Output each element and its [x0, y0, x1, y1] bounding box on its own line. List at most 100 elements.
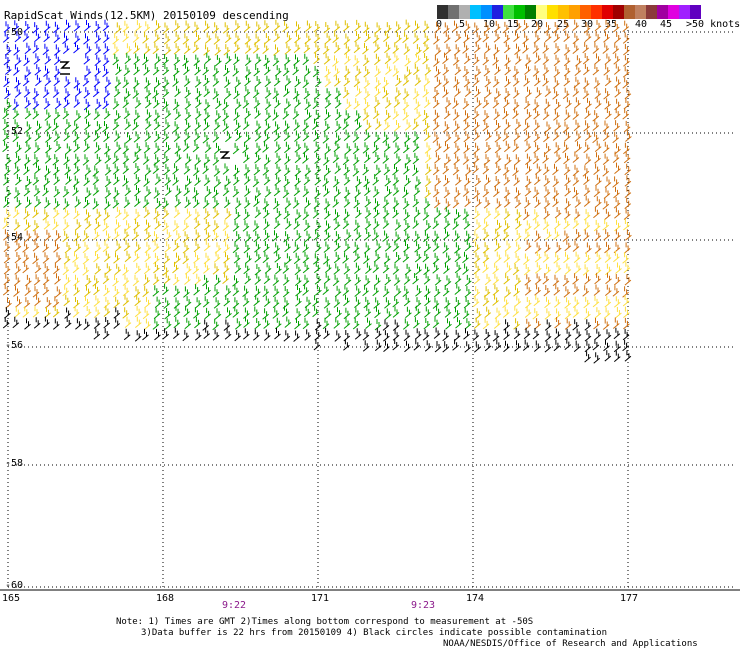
- wind-barb: [122, 294, 130, 306]
- wind-barb: [324, 97, 332, 109]
- wind-barb: [524, 63, 531, 75]
- wind-barb: [244, 185, 251, 197]
- wind-barb: [12, 130, 20, 143]
- wind-barb: [542, 53, 550, 65]
- wind-barb: [405, 306, 412, 319]
- wind-barb: [572, 174, 580, 186]
- wind-barb: [594, 152, 601, 164]
- wind-barb: [354, 229, 362, 241]
- wind-barb: [403, 209, 411, 221]
- wind-barb: [482, 242, 490, 254]
- wind-barb: [572, 217, 580, 229]
- wind-barb: [534, 21, 541, 33]
- wind-barb: [33, 274, 41, 286]
- wind-barb: [274, 163, 282, 176]
- wind-barb: [232, 297, 240, 309]
- wind-barb: [14, 54, 22, 66]
- wind-barb: [392, 319, 400, 331]
- wind-barb: [43, 197, 51, 209]
- wind-barb: [564, 263, 572, 275]
- wind-barb: [63, 96, 70, 109]
- wind-barb: [284, 75, 292, 87]
- wind-barb: [432, 316, 440, 329]
- wind-barb: [594, 53, 601, 65]
- wind-barb: [343, 174, 351, 186]
- wind-barb: [64, 143, 72, 155]
- wind-barb: [183, 42, 191, 55]
- wind-barb: [434, 66, 441, 78]
- wind-barb: [382, 262, 390, 274]
- wind-barb: [254, 142, 262, 155]
- colorbar-swatch: [613, 5, 624, 19]
- wind-barb: [204, 141, 212, 153]
- wind-barb: [93, 283, 100, 296]
- wind-barb: [562, 87, 570, 100]
- wind-barb: [532, 308, 540, 320]
- wind-barb: [484, 306, 492, 318]
- colorbar-swatch: [503, 5, 514, 19]
- wind-barb: [254, 264, 262, 276]
- wind-barb: [42, 273, 50, 286]
- wind-barb: [113, 228, 120, 240]
- wind-barb: [334, 285, 342, 298]
- wind-barb: [264, 186, 272, 198]
- colorbar-swatch: [635, 5, 646, 19]
- wind-barb: [133, 208, 141, 221]
- wind-barb: [174, 185, 182, 197]
- wind-barb: [354, 186, 362, 198]
- wind-barb: [234, 318, 242, 330]
- wind-barb: [614, 98, 621, 111]
- wind-barb: [13, 306, 21, 318]
- wind-barb: [134, 330, 142, 342]
- wind-barb: [42, 252, 50, 264]
- wind-barb: [455, 317, 462, 329]
- wind-barb: [274, 317, 282, 330]
- wind-barb: [482, 294, 490, 307]
- wind-barb: [193, 229, 201, 241]
- wind-barb: [453, 187, 461, 199]
- wind-barb: [474, 219, 482, 231]
- wind-barb: [372, 142, 379, 154]
- wind-barb: [323, 241, 331, 253]
- wind-barb: [324, 88, 332, 100]
- wind-barb: [3, 273, 11, 286]
- wind-barb: [274, 174, 282, 186]
- wind-barb: [203, 239, 211, 252]
- wind-barb: [244, 131, 251, 144]
- wind-barb: [104, 198, 111, 210]
- wind-barb: [23, 185, 31, 197]
- wind-barb: [232, 220, 240, 232]
- wind-barb: [165, 184, 172, 196]
- wind-barb: [372, 186, 380, 198]
- wind-barb: [174, 230, 182, 242]
- wind-barb: [402, 141, 410, 154]
- wind-barb: [413, 339, 421, 351]
- wind-barb: [624, 186, 632, 198]
- wind-barb: [183, 20, 191, 32]
- wind-barb: [115, 63, 122, 76]
- wind-barb: [73, 274, 80, 287]
- wind-barb: [453, 131, 461, 144]
- wind-barb: [134, 294, 142, 307]
- wind-barb: [2, 284, 10, 296]
- wind-barb: [572, 85, 580, 97]
- wind-barb: [313, 197, 321, 209]
- wind-barb: [304, 98, 312, 111]
- wind-barb: [63, 153, 70, 166]
- wind-barb: [623, 317, 630, 330]
- wind-barb: [172, 163, 179, 175]
- lat-label-60: -60: [5, 580, 24, 591]
- wind-barb: [314, 174, 322, 186]
- wind-barb: [503, 186, 511, 199]
- wind-barb: [94, 98, 102, 111]
- wind-barb: [194, 32, 201, 44]
- wind-barb: [374, 85, 381, 98]
- wind-barb: [132, 274, 140, 287]
- wind-barb: [374, 306, 381, 319]
- wind-barb: [594, 97, 602, 109]
- wind-barb: [163, 33, 171, 45]
- wind-barb: [475, 196, 482, 208]
- wind-barb: [194, 174, 201, 186]
- wind-barb: [322, 154, 330, 166]
- wind-barb: [83, 129, 91, 142]
